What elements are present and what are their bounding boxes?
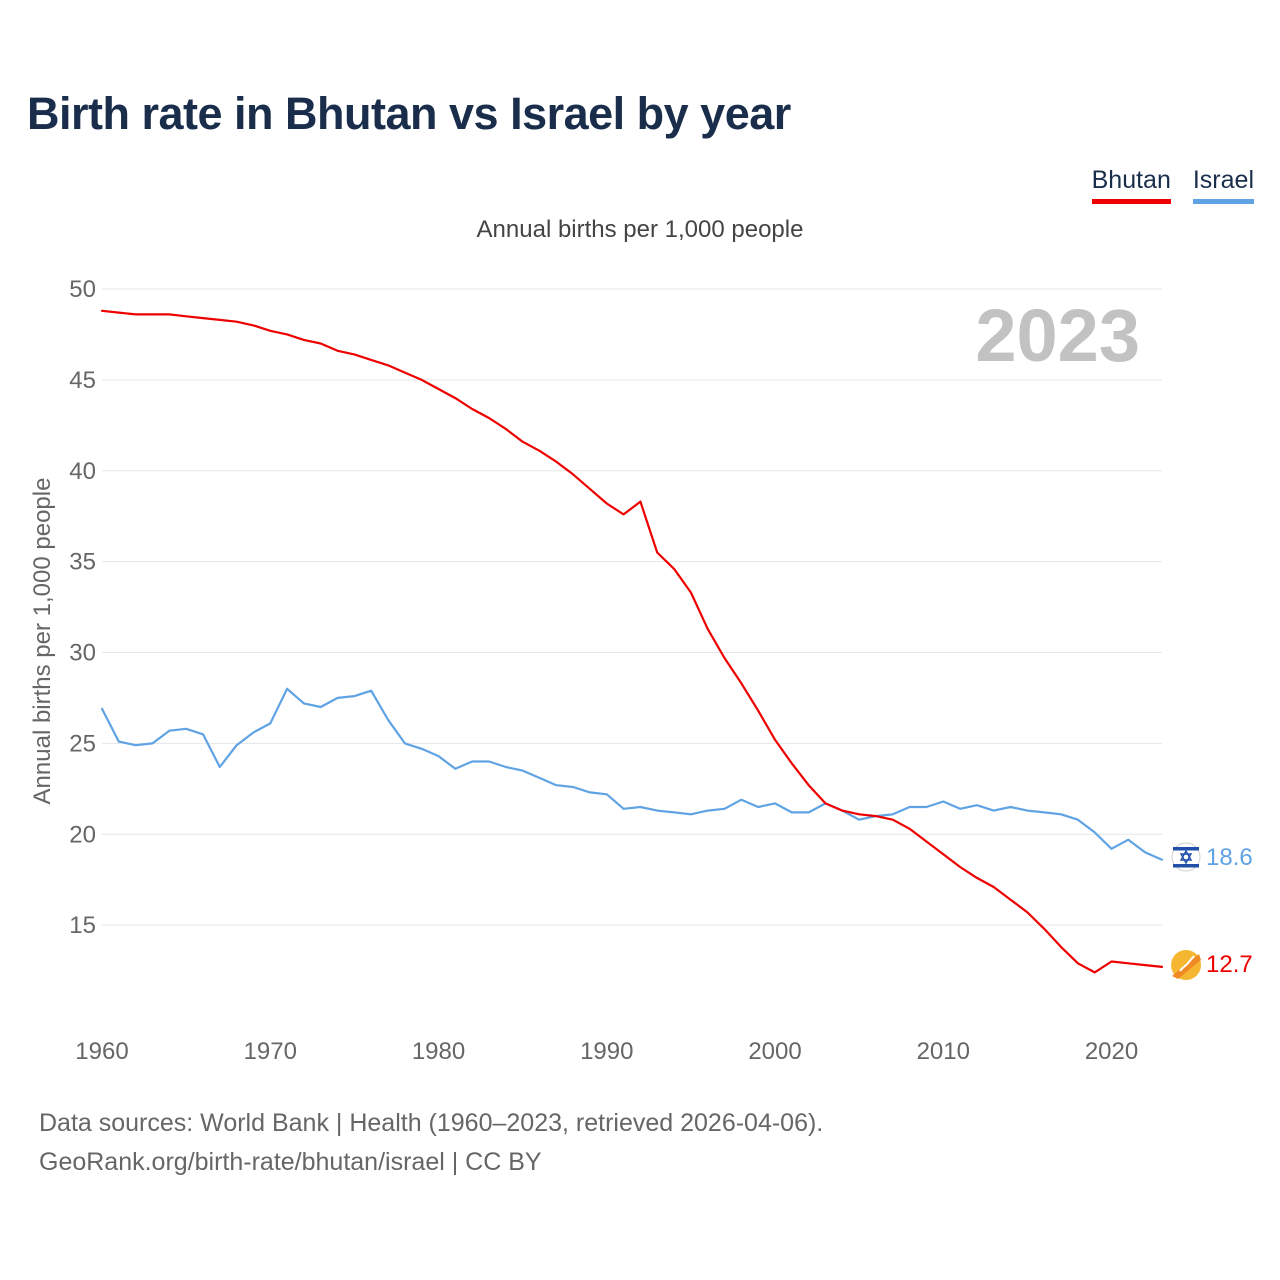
legend-item-bhutan[interactable]: Bhutan [1091, 166, 1171, 204]
israel-end-label: 18.6 [1206, 844, 1253, 871]
y-tick-label: 30 [69, 640, 96, 667]
page-title: Birth rate in Bhutan vs Israel by year [27, 88, 791, 139]
series-line-bhutan [100, 309, 1164, 974]
y-tick-label: 50 [69, 276, 96, 303]
x-tick-label: 2020 [1085, 1038, 1138, 1065]
legend: Bhutan Israel [1091, 166, 1254, 204]
x-tick-label: 1960 [75, 1038, 128, 1065]
year-display: 2023 [975, 294, 1140, 377]
y-tick-label: 20 [69, 821, 96, 848]
y-tick-label: 15 [69, 912, 96, 939]
y-tick-label: 25 [69, 730, 96, 757]
bhutan-end-label: 12.7 [1206, 951, 1253, 978]
legend-item-israel[interactable]: Israel [1192, 166, 1254, 204]
x-tick-label: 1970 [244, 1038, 297, 1065]
series-line-israel [100, 687, 1164, 861]
x-tick-label: 1980 [412, 1038, 465, 1065]
x-tick-label: 1990 [580, 1038, 633, 1065]
series-lines [100, 309, 1164, 974]
y-axis-label: Annual births per 1,000 people [29, 478, 56, 805]
israel-flag-icon [1171, 842, 1201, 872]
x-axis-ticks: 1960 1970 1980 1990 2000 2010 2020 [75, 1038, 1138, 1065]
x-tick-label: 2010 [917, 1038, 970, 1065]
y-tick-label: 40 [69, 458, 96, 485]
footer: Data sources: World Bank | Health (1960–… [39, 1104, 823, 1182]
chart-subtitle: Annual births per 1,000 people [476, 216, 804, 243]
y-axis-ticks: 15 20 25 30 35 40 45 50 [69, 276, 96, 939]
bhutan-flag-icon [1171, 950, 1201, 980]
y-tick-label: 35 [69, 549, 96, 576]
gridlines [102, 288, 1162, 926]
y-tick-label: 45 [69, 367, 96, 394]
x-tick-label: 2000 [748, 1038, 801, 1065]
source-url-text[interactable]: GeoRank.org/birth-rate/bhutan/israel | C… [39, 1148, 542, 1176]
data-sources-text: Data sources: World Bank | Health (1960–… [39, 1109, 824, 1137]
